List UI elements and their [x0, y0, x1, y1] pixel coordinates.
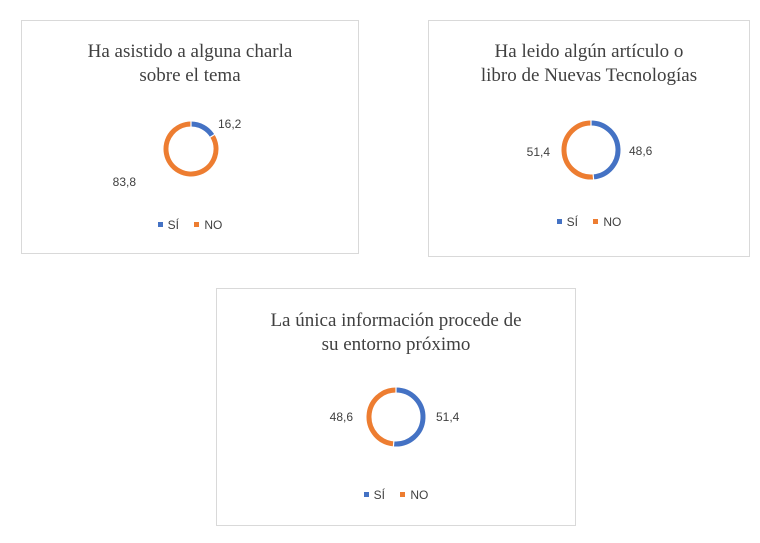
segment-separator [392, 438, 395, 449]
chart-panel-charla: Ha asistido a alguna charla sobre el tem… [21, 20, 359, 254]
donut-chart: 48,6 51,4 [527, 118, 653, 182]
data-label: 16,2 [218, 117, 242, 131]
chart-panel-articulo: Ha leido algún artículo o libro de Nueva… [428, 20, 750, 257]
legend-entry-si: SÍ [556, 215, 578, 229]
legend-label: NO [410, 488, 429, 502]
legend-swatch-no [400, 492, 406, 497]
chart-panel-entorno: La única información procede de su entor… [216, 288, 576, 526]
legend-swatch-no [593, 219, 599, 224]
legend-entry-no: NO [194, 218, 222, 232]
data-label: 83,8 [113, 175, 137, 189]
donut-segment-no [163, 121, 219, 177]
legend-label: NO [204, 218, 223, 232]
donut-segment-si [393, 387, 426, 447]
chart-title: Ha asistido a alguna charla sobre el tem… [87, 41, 293, 86]
legend: SÍ NO [217, 488, 575, 502]
segment-separator [592, 171, 595, 182]
donut-chart: 51,4 48,6 [330, 385, 460, 449]
legend-swatch-si [157, 222, 163, 227]
legend-label: SÍ [167, 218, 179, 232]
data-label: 51,4 [527, 145, 551, 159]
data-label: 48,6 [330, 410, 354, 424]
legend-label: SÍ [373, 488, 385, 502]
legend-swatch-si [556, 219, 562, 224]
segment-separator [207, 132, 217, 140]
data-label: 51,4 [436, 410, 460, 424]
legend: SÍ NO [22, 218, 358, 232]
legend-swatch-si [363, 492, 369, 497]
donut-chart: 16,2 83,8 [113, 117, 242, 189]
legend-entry-si: SÍ [363, 488, 385, 502]
donut-segment-si [590, 120, 621, 180]
data-label: 48,6 [629, 144, 653, 158]
donut-segment-si [190, 121, 215, 138]
legend-swatch-no [194, 222, 200, 227]
donut-segment-no [366, 387, 397, 447]
legend-entry-no: NO [400, 488, 428, 502]
legend: SÍ NO [429, 215, 749, 229]
legend-label: SÍ [566, 215, 578, 229]
chart-title: Ha leido algún artículo o libro de Nueva… [480, 41, 698, 86]
legend-label: NO [603, 215, 622, 229]
legend-entry-no: NO [593, 215, 621, 229]
legend-entry-si: SÍ [157, 218, 179, 232]
chart-title: La única información procede de su entor… [270, 310, 522, 355]
donut-segment-no [561, 120, 594, 180]
